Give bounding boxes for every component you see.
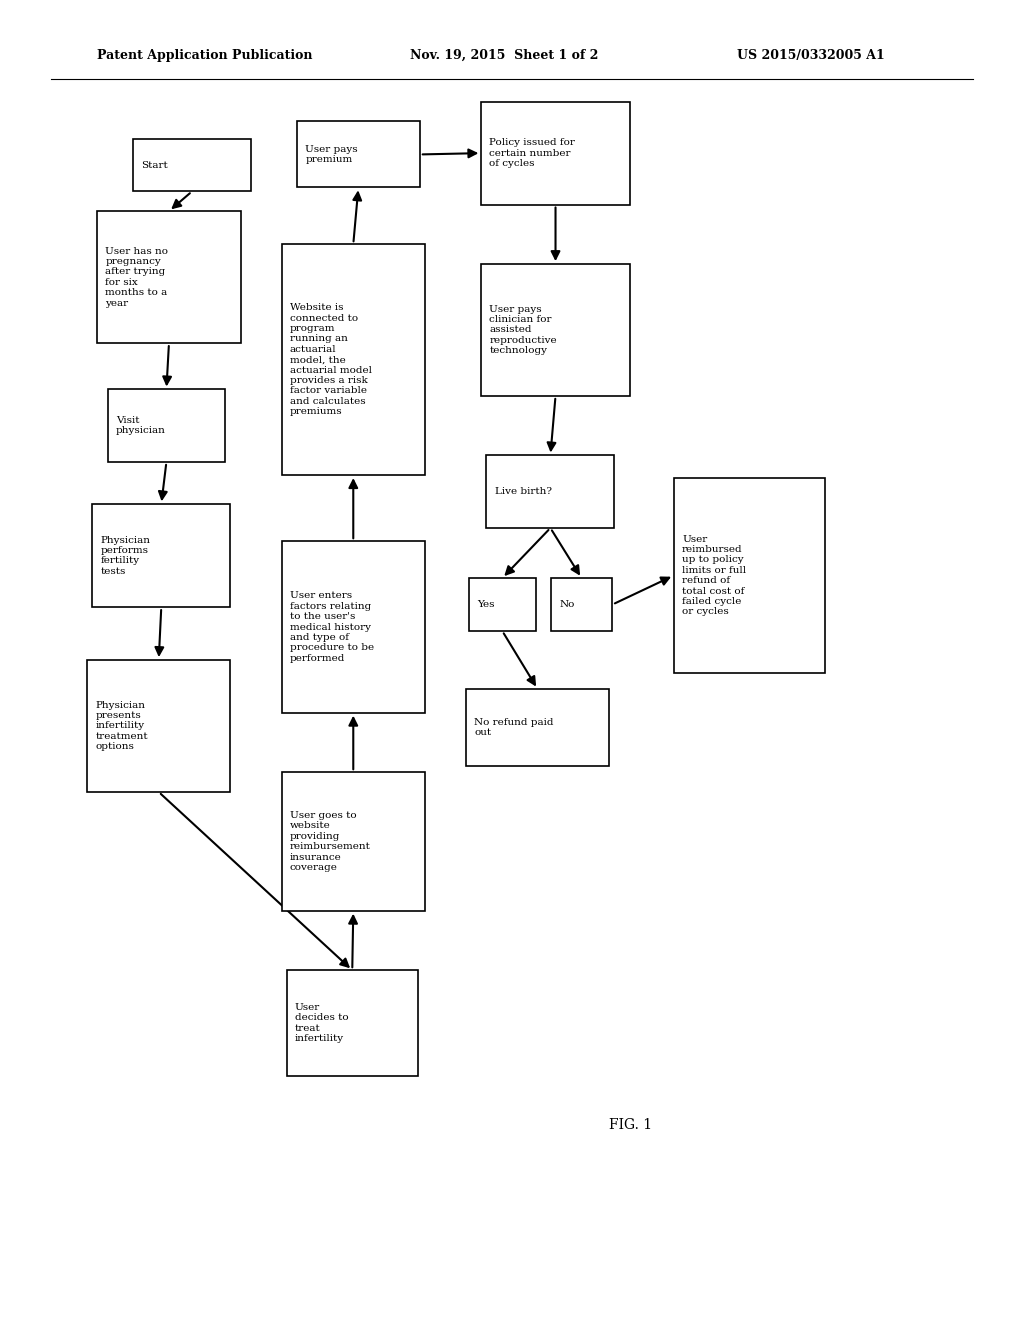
FancyBboxPatch shape xyxy=(481,264,630,396)
FancyBboxPatch shape xyxy=(466,689,609,766)
FancyBboxPatch shape xyxy=(133,139,251,191)
Text: US 2015/0332005 A1: US 2015/0332005 A1 xyxy=(737,49,885,62)
Text: Live birth?: Live birth? xyxy=(495,487,552,496)
FancyBboxPatch shape xyxy=(486,455,614,528)
Text: Physician
presents
infertility
treatment
options: Physician presents infertility treatment… xyxy=(95,701,147,751)
FancyBboxPatch shape xyxy=(282,541,425,713)
Text: User
decides to
treat
infertility: User decides to treat infertility xyxy=(295,1003,348,1043)
Text: User pays
premium: User pays premium xyxy=(305,145,357,164)
FancyBboxPatch shape xyxy=(674,478,825,673)
Text: FIG. 1: FIG. 1 xyxy=(609,1118,652,1131)
Text: User pays
clinician for
assisted
reproductive
technology: User pays clinician for assisted reprodu… xyxy=(489,305,557,355)
Text: Visit
physician: Visit physician xyxy=(116,416,166,436)
FancyBboxPatch shape xyxy=(481,102,630,205)
FancyBboxPatch shape xyxy=(87,660,230,792)
Text: Website is
connected to
program
running an
actuarial
model, the
actuarial model
: Website is connected to program running … xyxy=(290,304,372,416)
FancyBboxPatch shape xyxy=(108,389,225,462)
FancyBboxPatch shape xyxy=(469,578,536,631)
Text: User has no
pregnancy
after trying
for six
months to a
year: User has no pregnancy after trying for s… xyxy=(105,247,169,308)
FancyBboxPatch shape xyxy=(97,211,241,343)
FancyBboxPatch shape xyxy=(297,121,420,187)
Text: Physician
performs
fertility
tests: Physician performs fertility tests xyxy=(100,536,151,576)
Text: User
reimbursed
up to policy
limits or full
refund of
total cost of
failed cycle: User reimbursed up to policy limits or f… xyxy=(682,535,746,616)
FancyBboxPatch shape xyxy=(92,504,230,607)
Text: Policy issued for
certain number
of cycles: Policy issued for certain number of cycl… xyxy=(489,139,575,168)
Text: Start: Start xyxy=(141,161,168,169)
Text: User goes to
website
providing
reimbursement
insurance
coverage: User goes to website providing reimburse… xyxy=(290,810,371,873)
Text: No refund paid
out: No refund paid out xyxy=(474,718,554,737)
FancyBboxPatch shape xyxy=(282,244,425,475)
Text: Yes: Yes xyxy=(477,601,495,609)
Text: No: No xyxy=(559,601,574,609)
FancyBboxPatch shape xyxy=(282,772,425,911)
Text: User enters
factors relating
to the user's
medical history
and type of
procedure: User enters factors relating to the user… xyxy=(290,591,374,663)
Text: Nov. 19, 2015  Sheet 1 of 2: Nov. 19, 2015 Sheet 1 of 2 xyxy=(410,49,598,62)
Text: Patent Application Publication: Patent Application Publication xyxy=(97,49,312,62)
FancyBboxPatch shape xyxy=(287,970,418,1076)
FancyBboxPatch shape xyxy=(551,578,612,631)
